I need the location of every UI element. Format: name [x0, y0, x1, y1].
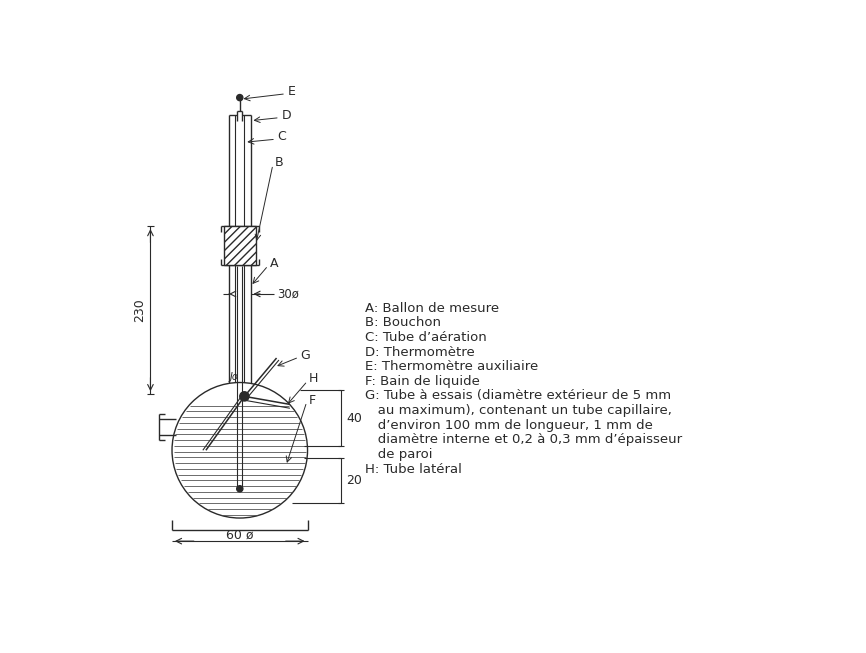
Text: Jo: Jo [230, 372, 239, 382]
Text: 40: 40 [346, 412, 362, 425]
Text: 60 ø: 60 ø [226, 528, 254, 541]
Text: diamètre interne et 0,2 à 0,3 mm d’épaisseur: diamètre interne et 0,2 à 0,3 mm d’épais… [365, 434, 682, 447]
Bar [223, 226, 256, 264]
Text: E: Thermomètre auxiliaire: E: Thermomètre auxiliaire [365, 360, 538, 373]
Circle shape [236, 486, 242, 492]
Text: B: B [275, 156, 283, 168]
Text: D: Thermomètre: D: Thermomètre [365, 345, 475, 358]
Text: au maximum), contenant un tube capillaire,: au maximum), contenant un tube capillair… [365, 404, 671, 417]
Text: de paroi: de paroi [365, 448, 432, 461]
Text: F: F [308, 394, 315, 407]
Text: H: Tube latéral: H: Tube latéral [365, 462, 462, 475]
Text: d’environ 100 mm de longueur, 1 mm de: d’environ 100 mm de longueur, 1 mm de [365, 419, 652, 432]
Text: G: Tube à essais (diamètre extérieur de 5 mm: G: Tube à essais (diamètre extérieur de … [365, 389, 670, 402]
Text: A: Ballon de mesure: A: Ballon de mesure [365, 302, 499, 315]
Text: B: Bouchon: B: Bouchon [365, 316, 441, 329]
Text: G: G [301, 349, 310, 362]
Circle shape [236, 95, 242, 101]
Circle shape [240, 392, 249, 401]
Text: 30ø: 30ø [277, 287, 299, 300]
Circle shape [172, 383, 307, 518]
Text: D: D [281, 109, 291, 122]
Text: 20: 20 [346, 474, 362, 486]
Text: A: A [270, 257, 278, 270]
Text: H: H [309, 372, 319, 385]
Text: 230: 230 [133, 298, 146, 322]
Text: C: C [277, 131, 287, 144]
Text: E: E [288, 85, 295, 98]
Text: F: Bain de liquide: F: Bain de liquide [365, 375, 480, 388]
Text: C: Tube d’aération: C: Tube d’aération [365, 331, 487, 344]
